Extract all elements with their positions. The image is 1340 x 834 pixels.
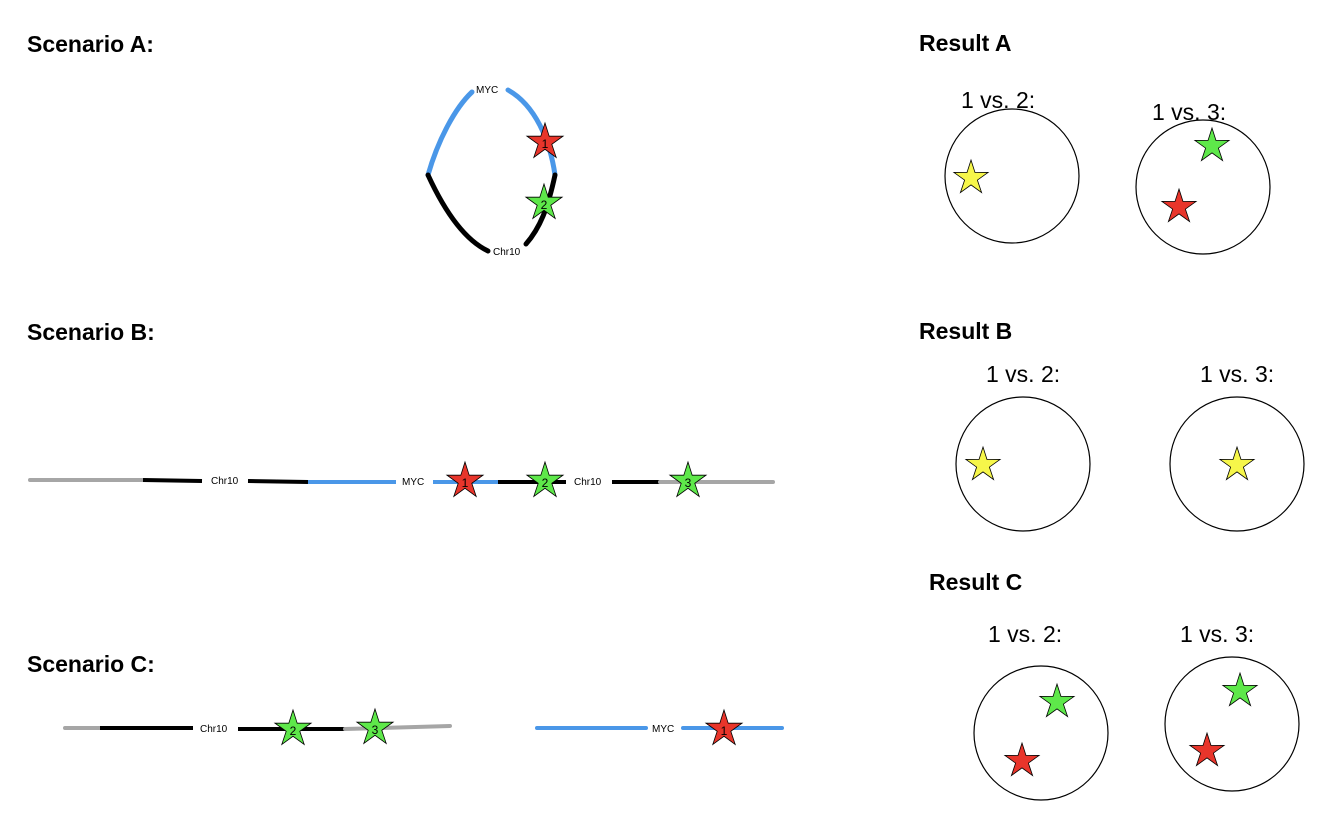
result-c-cmp2-label: 1 vs. 3:: [1180, 621, 1254, 647]
result-b-cmp2-label: 1 vs. 3:: [1200, 361, 1274, 387]
star-green-icon: [355, 707, 395, 745]
star-green-icon: [525, 460, 565, 498]
star-yellow-icon: [964, 445, 1002, 481]
scenario-b-star-2: 2: [525, 460, 565, 498]
scenario-b-chr10-left-b: [247, 479, 309, 484]
scenario-c-star-2: 2: [273, 708, 313, 746]
scenario-a-chr10-segment-right: [523, 172, 558, 247]
scenario-b-star-1: 1: [445, 460, 485, 498]
scenario-a-star-1-number: 1: [542, 137, 549, 151]
scenario-b-star-2-number: 2: [542, 476, 549, 490]
result-b-circle-1: [955, 396, 1091, 532]
star-green-icon: [273, 708, 313, 746]
scenario-b-chr10-label-right: Chr10: [574, 477, 602, 488]
scenario-c-star-3-number: 3: [372, 723, 379, 737]
star-red-icon: [1160, 187, 1198, 223]
result-a-circle-1: [944, 108, 1080, 244]
star-green-icon: [1193, 126, 1231, 162]
star-red-icon: [525, 121, 565, 159]
scenario-c-star-3: 3: [355, 707, 395, 745]
scenario-a-title: Scenario A:: [27, 31, 154, 57]
scenario-c-myc-label: MYC: [652, 724, 674, 735]
result-b-title: Result B: [919, 318, 1012, 344]
scenario-a-chr10-segment-left: [425, 172, 491, 254]
scenario-a-star-2-number: 2: [541, 198, 548, 212]
scenario-b-diagram: Chr10 MYC Chr10 1 2 3: [28, 460, 775, 498]
star-green-icon: [524, 182, 564, 220]
scenario-c-title: Scenario C:: [27, 651, 155, 677]
scenario-c-star-1-number: 1: [721, 724, 728, 738]
scenario-b-star-1-number: 1: [462, 476, 469, 490]
star-green-icon: [1038, 682, 1076, 718]
result-a-cmp1-label: 1 vs. 2:: [961, 87, 1035, 113]
scenario-b-star-3: 3: [668, 460, 708, 498]
star-red-icon: [1003, 741, 1041, 777]
scenario-a-star-2: 2: [524, 182, 564, 220]
scenario-a-myc-segment-left: [425, 89, 475, 178]
scenario-a-myc-label: MYC: [476, 85, 498, 96]
result-a-title: Result A: [919, 30, 1011, 56]
star-red-icon: [445, 460, 485, 498]
scenario-c-star-2-number: 2: [290, 724, 297, 738]
result-c-title: Result C: [929, 569, 1022, 595]
scenario-b-chr10-left-a: [142, 478, 203, 483]
scenario-a-chr10-label: Chr10: [493, 247, 521, 258]
scenario-b-myc-label: MYC: [402, 477, 424, 488]
scenario-c-chr10-label: Chr10: [200, 724, 228, 735]
star-yellow-icon: [952, 158, 990, 194]
scenario-b-chr10-label-left: Chr10: [211, 476, 239, 487]
result-a-comparison-1-vs-3: 1 vs. 3:: [1135, 99, 1271, 255]
star-red-icon: [704, 708, 744, 746]
star-green-icon: [668, 460, 708, 498]
result-c-circle-2: [1164, 656, 1300, 792]
scenario-c-diagram: Chr10 MYC 2 3 1: [63, 707, 784, 746]
result-b-cmp1-label: 1 vs. 2:: [986, 361, 1060, 387]
scenario-a-diagram: MYC Chr10 1 2: [425, 85, 565, 258]
result-a-cmp2-label: 1 vs. 3:: [1152, 99, 1226, 125]
result-c-circle-1: [973, 665, 1109, 801]
scenario-c-flank-right: [343, 724, 452, 731]
result-b-comparison-1-vs-3: 1 vs. 3:: [1169, 361, 1305, 532]
result-c-comparison-1-vs-2: 1 vs. 2:: [973, 621, 1109, 801]
result-b-comparison-1-vs-2: 1 vs. 2:: [955, 361, 1091, 532]
result-c-cmp1-label: 1 vs. 2:: [988, 621, 1062, 647]
scenario-b-title: Scenario B:: [27, 319, 155, 345]
scenario-b-star-3-number: 3: [685, 476, 692, 490]
result-c-comparison-1-vs-3: 1 vs. 3:: [1164, 621, 1300, 792]
star-yellow-icon: [1218, 445, 1256, 481]
star-red-icon: [1188, 731, 1226, 767]
scenario-c-star-1: 1: [704, 708, 744, 746]
star-green-icon: [1221, 671, 1259, 707]
result-a-comparison-1-vs-2: 1 vs. 2:: [944, 87, 1080, 244]
scenario-a-star-1: 1: [525, 121, 565, 159]
scenario-a-myc-segment-right: [505, 87, 558, 178]
